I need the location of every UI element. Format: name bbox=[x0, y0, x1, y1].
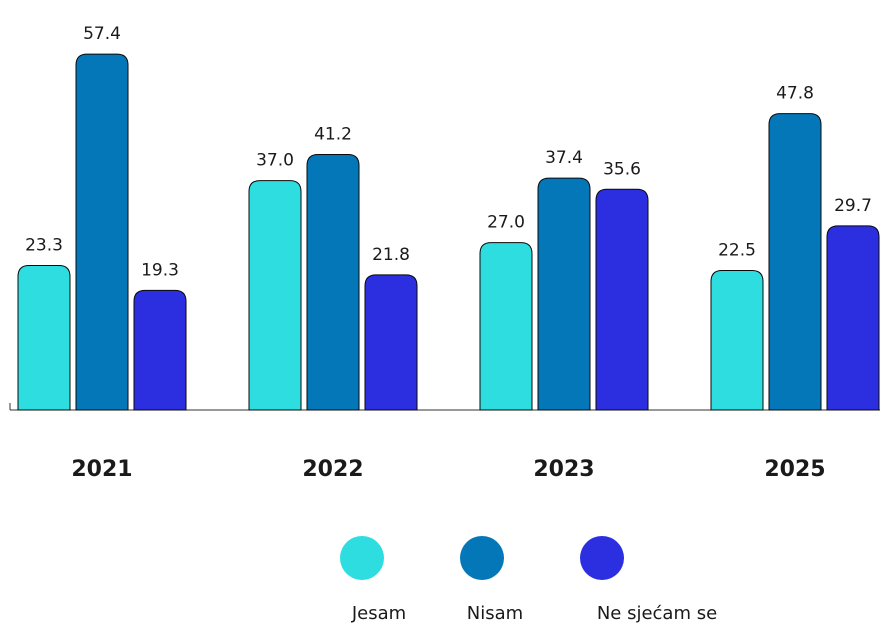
bar-2025-nisam bbox=[768, 113, 822, 411]
bar-2023-ne-sje-am-se bbox=[595, 188, 649, 411]
category-label-2022: 2022 bbox=[302, 457, 363, 482]
value-label-2023-ne-sje-am-se: 35.6 bbox=[603, 159, 641, 179]
legend-swatch-jesam bbox=[340, 536, 384, 580]
legend: Jesam Nisam Ne sjećam se bbox=[340, 536, 717, 624]
bar-2025-jesam bbox=[710, 270, 764, 411]
value-label-2022-ne-sje-am-se: 21.8 bbox=[372, 245, 410, 265]
value-label-2022-nisam: 41.2 bbox=[314, 125, 352, 145]
value-label-2025-ne-sje-am-se: 29.7 bbox=[834, 196, 872, 216]
category-label-2025: 2025 bbox=[764, 457, 825, 482]
bars-group bbox=[17, 53, 880, 411]
bar-2022-ne-sje-am-se bbox=[364, 274, 418, 411]
bar-2021-nisam bbox=[75, 53, 129, 411]
legend-swatch-ne-sje-am-se bbox=[580, 536, 624, 580]
category-labels-group: 2021 2022 2023 2025 bbox=[71, 457, 825, 482]
legend-label-jesam: Jesam bbox=[351, 603, 406, 624]
bar-2022-jesam bbox=[248, 180, 302, 411]
value-label-2022-jesam: 37.0 bbox=[256, 151, 294, 171]
bar-2022-nisam bbox=[306, 154, 360, 411]
bar-2021-jesam bbox=[17, 265, 71, 411]
value-label-2025-nisam: 47.8 bbox=[776, 84, 814, 104]
bar-2021-ne-sje-am-se bbox=[133, 289, 187, 411]
bar-2023-nisam bbox=[537, 177, 591, 411]
value-label-2023-nisam: 37.4 bbox=[545, 148, 583, 168]
legend-label-ne-sje-am-se: Ne sjećam se bbox=[597, 603, 717, 624]
value-label-2021-nisam: 57.4 bbox=[83, 24, 121, 44]
category-label-2023: 2023 bbox=[533, 457, 594, 482]
bar-2023-jesam bbox=[479, 242, 533, 411]
value-labels-group: 23.3 57.4 19.3 37.0 41.2 21.8 27.0 37.4 35.6 22.5… bbox=[25, 24, 872, 280]
value-label-2021-ne-sje-am-se: 19.3 bbox=[141, 260, 179, 280]
bar-2025-ne-sje-am-se bbox=[826, 225, 880, 411]
legend-label-nisam: Nisam bbox=[467, 603, 523, 624]
value-label-2021-jesam: 23.3 bbox=[25, 236, 63, 256]
legend-swatch-nisam bbox=[460, 536, 504, 580]
value-label-2025-jesam: 22.5 bbox=[718, 241, 756, 261]
value-label-2023-jesam: 27.0 bbox=[487, 213, 525, 233]
category-label-2021: 2021 bbox=[71, 457, 132, 482]
